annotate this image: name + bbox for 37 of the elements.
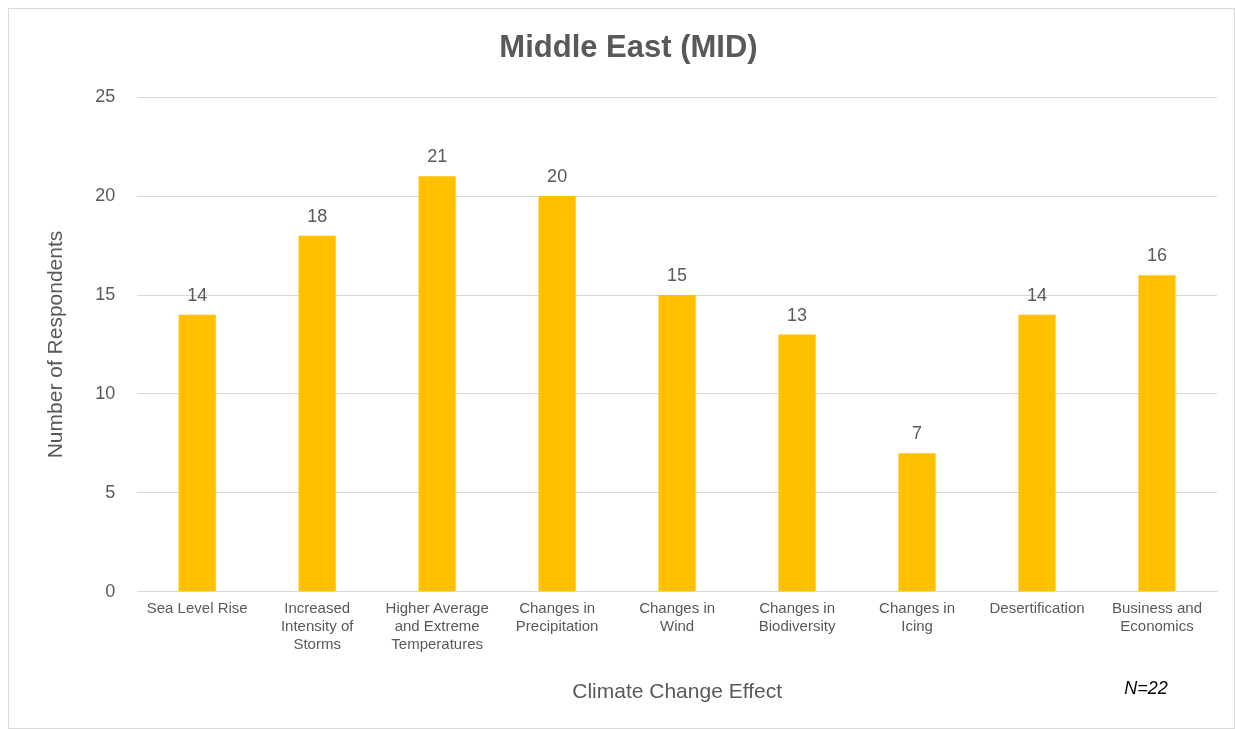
data-label: 14 — [1027, 284, 1048, 305]
text: N=22 — [1124, 678, 1168, 698]
x-axis-title: Climate Change Effect — [572, 679, 783, 703]
x-tick-label: Increased Intensity of Storms — [280, 598, 355, 652]
y-tick-label: 25 — [95, 86, 116, 107]
data-label: 21 — [427, 146, 448, 167]
data-label: 7 — [912, 423, 923, 444]
data-label: 15 — [667, 265, 688, 286]
x-tick-label: Desertification — [989, 598, 1085, 616]
bar — [1138, 275, 1176, 592]
x-tick-label: Changes in Wind — [639, 598, 716, 634]
bar — [418, 176, 456, 592]
bar — [1018, 314, 1056, 592]
data-label: 13 — [787, 304, 808, 325]
data-label: 18 — [307, 205, 328, 226]
y-tick-label: 5 — [105, 481, 116, 502]
data-label: 16 — [1147, 245, 1168, 266]
data-label: 14 — [187, 284, 208, 305]
x-tick-label: Higher Average and Extreme Temperatures — [385, 598, 489, 652]
x-tick-label: Business and Economics — [1111, 598, 1203, 634]
x-tick-label: Changes in Precipitation — [515, 598, 599, 634]
data-label: 20 — [547, 166, 568, 187]
y-tick-label: 20 — [95, 185, 116, 206]
x-tick-label: Sea Level Rise — [146, 598, 248, 616]
x-tick-label: Changes in Biodiversity — [758, 598, 836, 634]
x-tick-label: Changes in Icing — [879, 598, 956, 634]
y-tick-label: 15 — [95, 284, 116, 305]
bar — [898, 453, 936, 592]
bar — [178, 314, 216, 592]
y-tick-label: 0 — [105, 580, 116, 601]
bar — [778, 334, 816, 592]
bar — [298, 235, 336, 592]
bar — [658, 295, 696, 592]
bar — [538, 196, 576, 592]
y-tick-label: 10 — [95, 382, 116, 403]
y-axis-title: Number of Respondents — [43, 230, 67, 459]
chart-title: Middle East (MID) — [499, 29, 758, 65]
